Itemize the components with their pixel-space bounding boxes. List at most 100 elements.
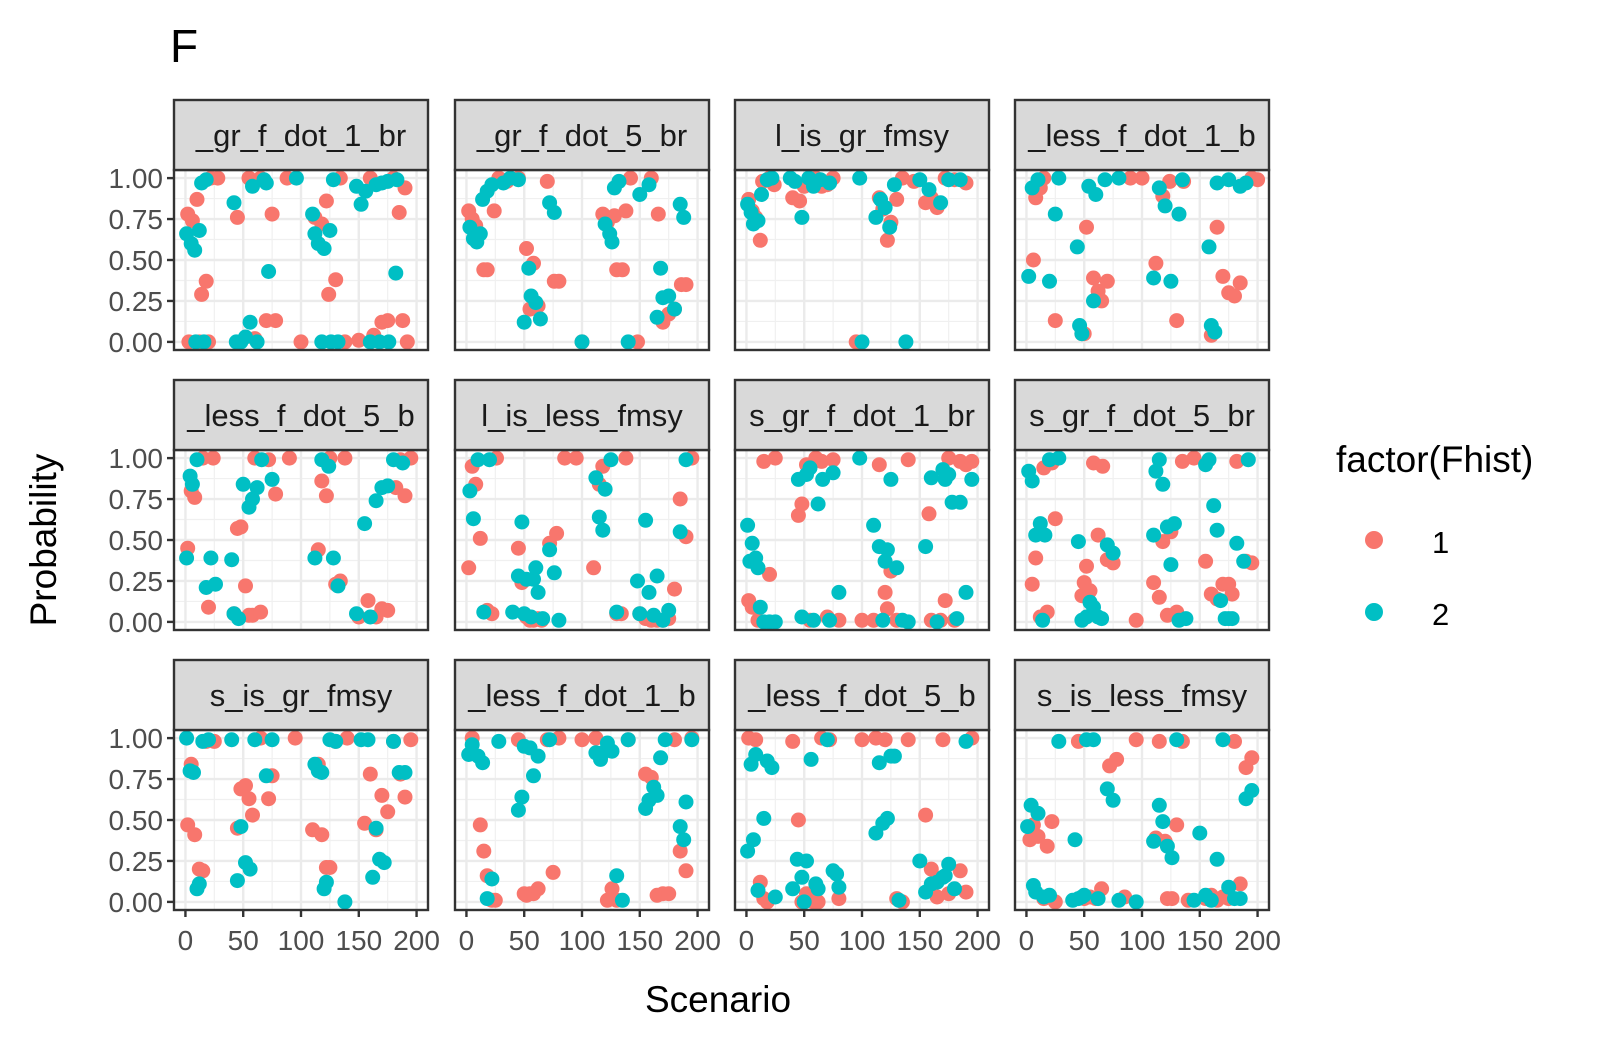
data-point-fhist-1 — [362, 766, 378, 782]
y-tick-label: 0.50 — [109, 245, 164, 276]
x-tick-label: 100 — [278, 925, 325, 956]
facet-strip — [1013, 378, 1271, 452]
data-point-fhist-2 — [1051, 450, 1067, 466]
data-point-fhist-2 — [357, 516, 373, 532]
data-point-fhist-1 — [261, 791, 277, 807]
data-point-fhist-2 — [744, 535, 760, 551]
data-point-fhist-1 — [264, 206, 280, 222]
y-tick-label: 0.00 — [109, 607, 164, 638]
data-point-fhist-1 — [238, 578, 253, 594]
data-point-fhist-1 — [187, 827, 203, 843]
data-point-fhist-2 — [325, 172, 341, 188]
facet-strip-label: _less_f_dot_1_b — [1027, 118, 1256, 153]
facet-strip-label: l_is_gr_fmsy — [775, 118, 949, 153]
data-point-fhist-2 — [620, 334, 636, 350]
data-point-fhist-2 — [191, 223, 207, 238]
legend-key-1: 1 — [1365, 525, 1449, 560]
data-point-fhist-2 — [678, 794, 694, 810]
data-point-fhist-2 — [201, 732, 216, 748]
data-point-fhist-1 — [877, 732, 893, 748]
data-point-fhist-2 — [484, 177, 500, 193]
data-point-fhist-1 — [1079, 219, 1094, 235]
facet-panel: l_is_less_fmsy — [453, 378, 711, 632]
data-point-fhist-2 — [591, 509, 607, 525]
data-point-fhist-2 — [1070, 534, 1086, 550]
data-point-fhist-2 — [684, 732, 700, 748]
data-point-fhist-1 — [293, 334, 309, 350]
data-point-fhist-2 — [1105, 545, 1121, 561]
data-point-fhist-2 — [542, 732, 558, 748]
data-point-fhist-2 — [1221, 172, 1237, 188]
data-point-fhist-1 — [397, 789, 413, 805]
data-point-fhist-1 — [510, 540, 526, 556]
data-point-fhist-2 — [376, 855, 392, 871]
data-point-fhist-2 — [1163, 557, 1179, 573]
data-point-fhist-1 — [397, 488, 413, 504]
data-point-fhist-1 — [233, 519, 249, 535]
data-point-fhist-1 — [1028, 550, 1044, 566]
data-point-fhist-2 — [921, 182, 937, 198]
data-point-fhist-1 — [1198, 553, 1214, 569]
data-point-fhist-2 — [767, 614, 783, 630]
data-point-fhist-2 — [1097, 172, 1113, 188]
legend-swatch-1 — [1365, 531, 1383, 549]
data-point-fhist-1 — [667, 581, 682, 597]
data-point-fhist-2 — [604, 234, 620, 250]
data-point-fhist-2 — [1159, 838, 1175, 854]
data-point-fhist-2 — [1174, 172, 1190, 188]
data-point-fhist-1 — [1134, 170, 1150, 186]
data-point-fhist-2 — [337, 894, 353, 910]
data-point-fhist-1 — [1090, 527, 1106, 543]
data-point-fhist-2 — [397, 765, 413, 780]
data-point-fhist-2 — [787, 173, 803, 189]
facet-strip — [453, 658, 711, 732]
data-point-fhist-2 — [470, 452, 486, 468]
data-point-fhist-2 — [672, 819, 688, 835]
data-point-fhist-2 — [516, 314, 532, 330]
data-point-fhist-1 — [879, 601, 895, 617]
x-tick-label: 50 — [228, 925, 259, 956]
facet-strip — [172, 378, 430, 452]
data-point-fhist-2 — [829, 866, 845, 882]
data-point-fhist-2 — [386, 733, 401, 749]
data-point-fhist-1 — [756, 453, 772, 469]
data-point-fhist-2 — [229, 873, 245, 889]
data-point-fhist-2 — [1178, 611, 1194, 627]
data-point-fhist-1 — [395, 313, 411, 329]
facet-strip-label: _gr_f_dot_5_br — [476, 118, 687, 153]
data-point-fhist-1 — [314, 827, 330, 843]
x-tick-label: 50 — [1069, 925, 1100, 956]
data-point-fhist-2 — [1094, 611, 1110, 627]
data-point-fhist-1 — [854, 732, 870, 748]
data-point-fhist-2 — [179, 730, 195, 746]
data-point-fhist-2 — [649, 568, 665, 584]
data-point-fhist-2 — [1035, 612, 1051, 628]
data-point-fhist-1 — [380, 313, 396, 329]
data-point-fhist-2 — [530, 584, 546, 600]
facet-strip — [172, 658, 430, 732]
data-point-fhist-2 — [1171, 206, 1187, 222]
y-tick-label: 1.00 — [109, 163, 164, 194]
y-tick-label: 0.25 — [109, 846, 164, 877]
data-point-fhist-2 — [1209, 522, 1225, 538]
data-point-fhist-2 — [756, 810, 772, 826]
data-point-fhist-2 — [794, 869, 810, 885]
data-point-fhist-2 — [231, 611, 247, 627]
data-point-fhist-2 — [1099, 781, 1115, 797]
data-point-fhist-1 — [1209, 219, 1225, 235]
y-tick-label: 0.25 — [109, 286, 164, 317]
data-point-fhist-2 — [514, 789, 530, 805]
data-point-fhist-2 — [1209, 175, 1225, 191]
facet-strip — [1013, 658, 1271, 732]
data-point-fhist-1 — [1047, 511, 1063, 527]
data-point-fhist-1 — [762, 566, 777, 582]
data-point-fhist-2 — [941, 467, 957, 482]
data-point-fhist-1 — [321, 286, 337, 302]
data-point-fhist-2 — [1042, 273, 1057, 289]
data-point-fhist-2 — [1088, 187, 1104, 202]
data-point-fhist-1 — [792, 193, 808, 209]
data-point-fhist-1 — [360, 593, 376, 609]
data-point-fhist-1 — [245, 807, 260, 823]
data-point-fhist-2 — [661, 288, 677, 304]
data-point-fhist-2 — [574, 334, 590, 350]
